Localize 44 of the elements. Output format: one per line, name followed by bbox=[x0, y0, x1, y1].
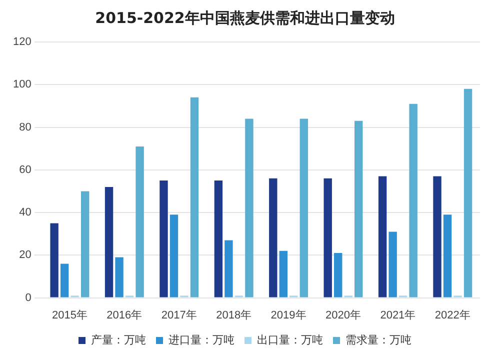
bar bbox=[170, 214, 178, 298]
bar bbox=[50, 223, 58, 298]
bar bbox=[388, 232, 397, 298]
bar bbox=[279, 250, 288, 298]
x-tick-label: 2020年 bbox=[325, 309, 361, 322]
bar bbox=[324, 178, 332, 298]
x-tick-label: 2021年 bbox=[380, 309, 416, 322]
bar bbox=[160, 180, 168, 298]
bar bbox=[60, 264, 69, 298]
y-tick-label: 20 bbox=[19, 249, 32, 262]
x-tick-label: 2022年 bbox=[434, 309, 470, 322]
x-tick-label: 2015年 bbox=[52, 309, 88, 322]
bar bbox=[214, 180, 223, 298]
bar bbox=[433, 176, 442, 298]
chart-title: 2015-2022年中国燕麦供需和进出口量变动 bbox=[95, 8, 395, 27]
bar bbox=[245, 118, 254, 298]
bar bbox=[300, 118, 308, 298]
bar bbox=[136, 146, 144, 298]
bar bbox=[443, 214, 452, 298]
x-tick-label: 2019年 bbox=[270, 309, 306, 322]
bar bbox=[269, 178, 278, 298]
legend-label: 进口量：万吨 bbox=[168, 334, 234, 347]
legend-label: 需求量：万吨 bbox=[346, 334, 412, 347]
bar bbox=[354, 120, 363, 298]
bar bbox=[80, 191, 90, 298]
y-tick-label: 120 bbox=[12, 36, 32, 48]
bar bbox=[378, 176, 387, 298]
y-tick-label: 80 bbox=[19, 121, 32, 134]
bar bbox=[334, 253, 342, 298]
x-tick-label: 2016年 bbox=[106, 309, 142, 322]
y-tick-label: 40 bbox=[19, 206, 32, 219]
y-tick-label: 100 bbox=[12, 78, 32, 91]
y-tick-label: 60 bbox=[19, 164, 32, 176]
bar bbox=[115, 257, 124, 298]
legend-label: 出口量：万吨 bbox=[257, 334, 323, 347]
bar bbox=[409, 104, 418, 298]
bar bbox=[190, 97, 199, 298]
x-tick-label: 2018年 bbox=[216, 309, 252, 322]
bar bbox=[224, 240, 233, 298]
bar bbox=[464, 88, 472, 298]
bar bbox=[104, 186, 114, 298]
y-tick-label: 0 bbox=[25, 292, 32, 304]
x-tick-label: 2017年 bbox=[161, 309, 197, 322]
legend-label: 产量：万吨 bbox=[91, 334, 146, 347]
